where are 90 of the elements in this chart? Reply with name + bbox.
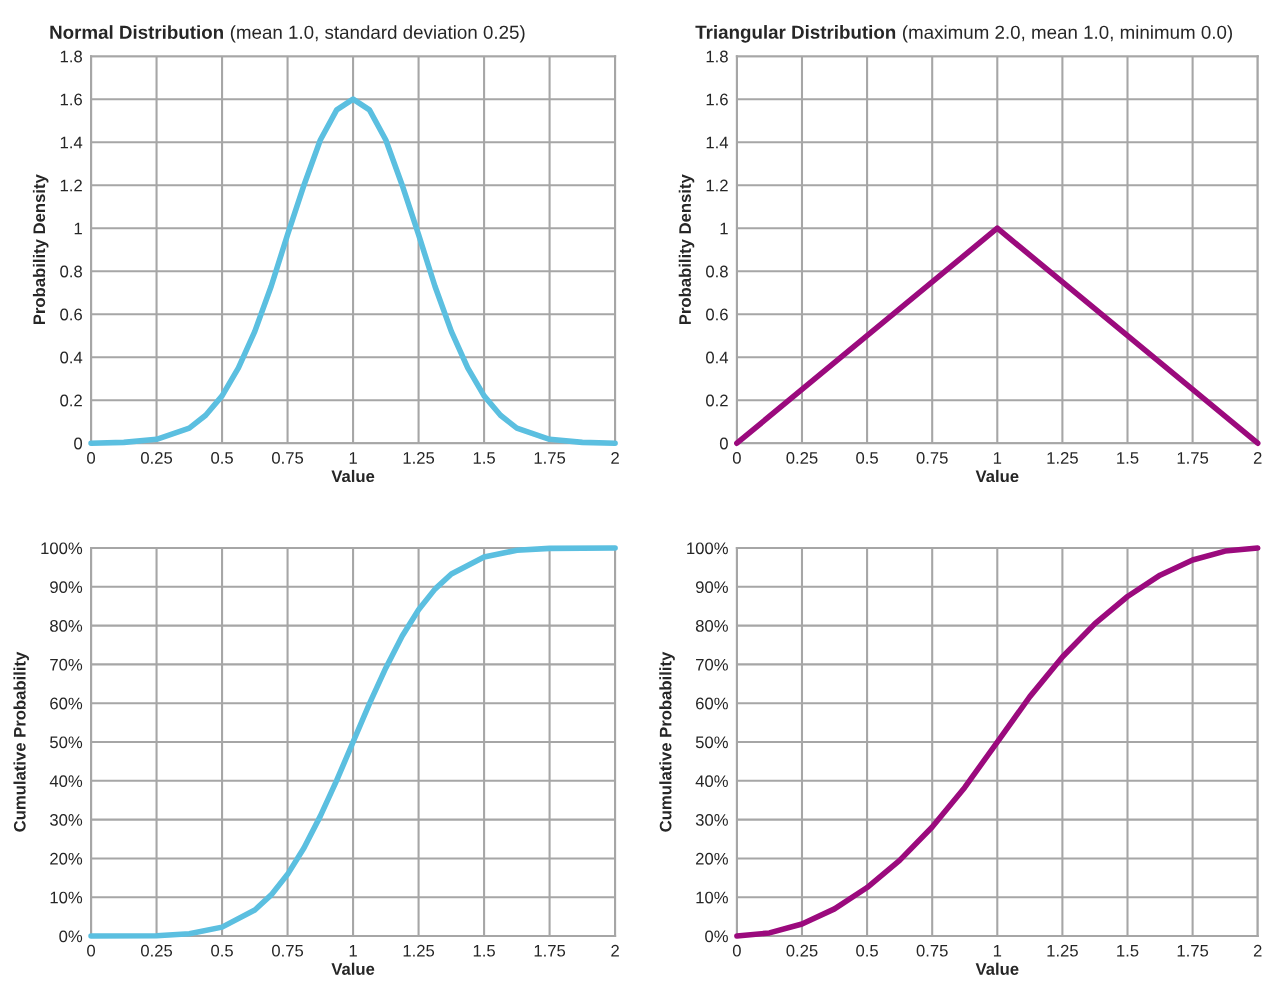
- x-tick-label: 1.25: [403, 451, 435, 464]
- x-tick-label: 2: [611, 451, 619, 464]
- y-axis-title: Cumulative Probability: [659, 651, 675, 832]
- y-tick-label: 0: [74, 437, 83, 450]
- x-tick-label: 0.25: [140, 944, 173, 957]
- y-tick-label: 0.4: [706, 351, 729, 364]
- x-axis-title: Value: [975, 469, 1019, 483]
- x-tick-label: 0.75: [916, 944, 948, 957]
- y-tick-label: 60%: [50, 697, 83, 710]
- x-tick-label: 0.5: [211, 944, 233, 957]
- x-tick-label: 0.75: [916, 451, 948, 464]
- y-tick-label: 1.6: [60, 93, 82, 106]
- x-tick-label: 1.5: [473, 452, 495, 464]
- y-axis-title: Cumulative Probability: [13, 651, 29, 832]
- x-tick-label: 0: [87, 944, 96, 957]
- y-tick-label: 90%: [50, 581, 83, 594]
- y-tick-label: 0%: [705, 930, 728, 943]
- y-tick-label: 0.6: [60, 308, 82, 321]
- y-tick-label: 1.2: [60, 179, 82, 192]
- x-tick-label: 1.25: [1047, 451, 1078, 464]
- y-tick-label: 0.2: [706, 394, 728, 407]
- x-tick-label: 2: [1253, 944, 1262, 957]
- x-tick-label: 0.25: [786, 944, 818, 957]
- chart-subtitle: (maximum 2.0, mean 1.0, minimum 0.0): [902, 25, 1232, 43]
- x-tick-label: 0.5: [211, 451, 233, 464]
- y-tick-label: 1.4: [60, 136, 83, 149]
- y-tick-label: 1.6: [706, 93, 728, 106]
- y-tick-label: 30%: [49, 814, 83, 826]
- y-tick-label: 0%: [59, 930, 83, 943]
- y-tick-label: 30%: [695, 814, 728, 826]
- y-tick-label: 10%: [696, 891, 728, 904]
- y-tick-label: 0.6: [706, 308, 728, 321]
- y-tick-label: 10%: [50, 891, 83, 904]
- y-tick-label: 0.4: [60, 351, 83, 364]
- x-tick-label: 1.75: [1177, 944, 1209, 957]
- y-tick-label: 1.4: [706, 136, 729, 149]
- x-tick-label: 0.75: [272, 944, 304, 957]
- y-tick-label: 0: [719, 437, 728, 450]
- x-tick-label: 0: [87, 451, 96, 464]
- y-tick-label: 1.8: [706, 50, 728, 63]
- x-axis-title: Value: [975, 962, 1019, 975]
- y-tick-label: 60%: [696, 697, 728, 710]
- x-axis-title: Value: [331, 962, 375, 975]
- chart-title: Triangular Distribution: [695, 25, 896, 43]
- y-tick-label: 0.2: [60, 394, 82, 407]
- x-tick-label: 1.5: [473, 944, 495, 957]
- x-tick-label: 2: [611, 944, 619, 957]
- y-tick-label: 20%: [696, 852, 728, 865]
- y-tick-label: 80%: [50, 620, 83, 632]
- x-tick-label: 1: [349, 944, 357, 957]
- x-tick-label: 0.25: [140, 451, 173, 464]
- x-tick-label: 0: [732, 944, 741, 957]
- x-tick-label: 1.5: [1117, 452, 1139, 464]
- y-axis-title: Probability Density: [32, 174, 49, 325]
- y-axis-title: Probability Density: [678, 174, 695, 325]
- y-tick-label: 40%: [49, 775, 83, 788]
- x-tick-label: 1.25: [403, 944, 435, 957]
- y-tick-label: 50%: [695, 736, 728, 749]
- y-tick-label: 40%: [695, 775, 728, 788]
- x-tick-label: 1.25: [1047, 944, 1078, 957]
- y-tick-label: 80%: [695, 620, 728, 632]
- y-tick-label: 1: [74, 222, 82, 235]
- x-tick-label: 1.5: [1117, 944, 1139, 957]
- x-tick-label: 1.75: [1177, 452, 1209, 464]
- x-tick-label: 1: [349, 452, 357, 464]
- y-tick-label: 1.2: [706, 179, 728, 192]
- y-tick-label: 1: [720, 222, 728, 235]
- x-tick-label: 1.75: [534, 452, 566, 464]
- y-tick-label: 100%: [41, 542, 83, 555]
- y-tick-label: 90%: [695, 581, 728, 594]
- x-tick-label: 0.5: [856, 451, 878, 464]
- chart-title: Normal Distribution: [50, 25, 223, 39]
- y-tick-label: 1.8: [60, 50, 82, 63]
- chart-subtitle: (mean 1.0, standard deviation 0.25): [230, 25, 525, 43]
- y-tick-label: 50%: [50, 736, 83, 749]
- y-tick-label: 0.8: [60, 265, 82, 278]
- x-tick-label: 1: [993, 452, 1002, 464]
- x-tick-label: 1: [993, 944, 1002, 957]
- x-axis-title: Value: [331, 469, 375, 483]
- x-tick-label: 0.25: [786, 451, 818, 464]
- y-tick-label: 20%: [50, 852, 83, 865]
- y-tick-label: 0.8: [706, 265, 728, 278]
- y-tick-label: 70%: [50, 658, 83, 671]
- x-tick-label: 0.5: [856, 944, 878, 957]
- x-tick-label: 2: [1253, 451, 1262, 464]
- x-tick-label: 1.75: [534, 944, 566, 957]
- x-tick-label: 0: [732, 451, 741, 464]
- y-tick-label: 70%: [696, 658, 728, 671]
- x-tick-label: 0.75: [272, 451, 304, 464]
- y-tick-label: 100%: [687, 542, 728, 555]
